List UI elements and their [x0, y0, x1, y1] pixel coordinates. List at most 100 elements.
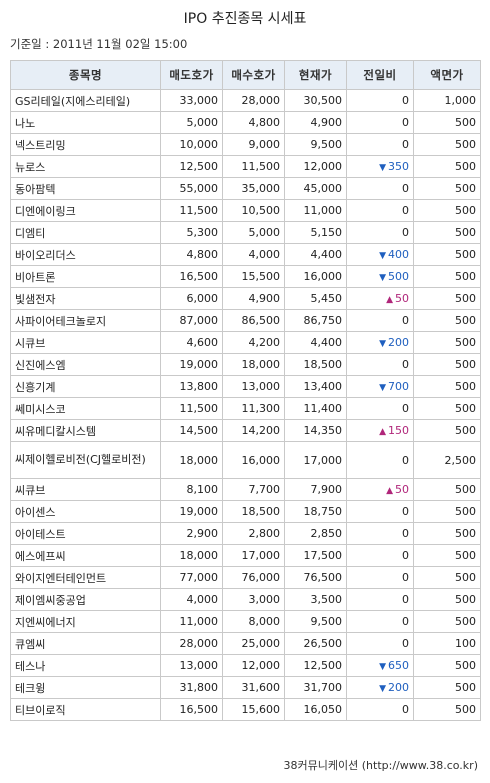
ask-price-cell: 31,800: [160, 676, 223, 699]
table-row: 나노 5,000 4,800 4,900 0 500: [10, 111, 481, 134]
par-value-cell: 100: [413, 632, 481, 655]
ask-price-cell: 18,000: [160, 441, 223, 479]
par-value-cell: 500: [413, 654, 481, 677]
current-price-cell: 4,400: [284, 243, 347, 266]
current-price-cell: 30,500: [284, 89, 347, 112]
change-cell: 0: [346, 89, 414, 112]
bid-price-cell: 25,000: [222, 632, 285, 655]
ask-price-cell: 28,000: [160, 632, 223, 655]
current-price-cell: 14,350: [284, 419, 347, 442]
bid-price-cell: 4,900: [222, 287, 285, 310]
ask-price-cell: 11,500: [160, 397, 223, 420]
change-cell: 0: [346, 500, 414, 523]
bid-price-cell: 2,800: [222, 522, 285, 545]
ask-price-cell: 87,000: [160, 309, 223, 332]
ask-price-cell: 5,000: [160, 111, 223, 134]
stock-name-cell: 시큐브: [10, 331, 161, 354]
bid-price-cell: 15,500: [222, 265, 285, 288]
base-date: 기준일 : 2011년 11월 02일 15:00: [10, 37, 188, 51]
change-value: 0: [402, 116, 409, 129]
current-price-cell: 17,000: [284, 441, 347, 479]
ask-price-cell: 6,000: [160, 287, 223, 310]
change-value: 200: [388, 336, 409, 349]
ipo-price-table: 종목명 매도호가 매수호가 현재가 전일비 액면가 GS리테일(지에스리테일) 3…: [10, 60, 481, 721]
stock-name-cell: 바이오리더스: [10, 243, 161, 266]
current-price-cell: 17,500: [284, 544, 347, 567]
bid-price-cell: 35,000: [222, 177, 285, 200]
par-value-cell: 500: [413, 309, 481, 332]
par-value-cell: 500: [413, 588, 481, 611]
ask-price-cell: 5,300: [160, 221, 223, 244]
bid-price-cell: 7,700: [222, 478, 285, 501]
stock-name-cell: 쎄미시스코: [10, 397, 161, 420]
triangle-up-icon: ▲: [386, 295, 393, 305]
par-value-cell: 500: [413, 221, 481, 244]
stock-name-cell: 와이지엔터테인먼트: [10, 566, 161, 589]
stock-name-cell: 씨큐브: [10, 478, 161, 501]
change-value: 0: [402, 94, 409, 107]
current-price-cell: 4,900: [284, 111, 347, 134]
change-cell: ▼ 350: [346, 155, 414, 178]
page-title: IPO 추진종목 시세표: [183, 11, 307, 27]
stock-name-cell: 씨유메디칼시스템: [10, 419, 161, 442]
table-row: 아이테스트 2,900 2,800 2,850 0 500: [10, 522, 481, 545]
change-value: 0: [402, 182, 409, 195]
ask-price-cell: 4,600: [160, 331, 223, 354]
par-value-cell: 500: [413, 500, 481, 523]
change-value: 350: [388, 160, 409, 173]
column-header-ask: 매도호가: [160, 60, 223, 90]
ask-price-cell: 4,800: [160, 243, 223, 266]
change-cell: ▼ 200: [346, 331, 414, 354]
change-value: 0: [402, 527, 409, 540]
par-value-cell: 500: [413, 698, 481, 721]
stock-name-cell: 큐엠씨: [10, 632, 161, 655]
par-value-cell: 500: [413, 676, 481, 699]
change-value: 50: [395, 292, 409, 305]
table-row: 에스에프씨 18,000 17,000 17,500 0 500: [10, 544, 481, 567]
change-value: 0: [402, 571, 409, 584]
bid-price-cell: 15,600: [222, 698, 285, 721]
change-cell: 0: [346, 698, 414, 721]
ask-price-cell: 13,000: [160, 654, 223, 677]
bid-price-cell: 28,000: [222, 89, 285, 112]
change-cell: 0: [346, 309, 414, 332]
stock-name-cell: 테스나: [10, 654, 161, 677]
triangle-down-icon: ▼: [379, 339, 386, 349]
ask-price-cell: 13,800: [160, 375, 223, 398]
table-header-row: 종목명 매도호가 매수호가 현재가 전일비 액면가: [10, 60, 481, 90]
current-price-cell: 12,500: [284, 654, 347, 677]
table-row: 뉴로스 12,500 11,500 12,000 ▼ 350 500: [10, 155, 481, 178]
par-value-cell: 500: [413, 544, 481, 567]
par-value-cell: 500: [413, 133, 481, 156]
table-row: 바이오리더스 4,800 4,000 4,400 ▼ 400 500: [10, 243, 481, 266]
change-cell: ▼ 650: [346, 654, 414, 677]
par-value-cell: 500: [413, 199, 481, 222]
triangle-down-icon: ▼: [379, 163, 386, 173]
triangle-down-icon: ▼: [379, 383, 386, 393]
change-value: 500: [388, 270, 409, 283]
bid-price-cell: 16,000: [222, 441, 285, 479]
table-row: 지엔씨에너지 11,000 8,000 9,500 0 500: [10, 610, 481, 633]
change-value: 0: [402, 453, 409, 467]
table-body: GS리테일(지에스리테일) 33,000 28,000 30,500 0 1,000 나노 5…: [10, 89, 481, 721]
stock-name-cell: 제이엠씨중공업: [10, 588, 161, 611]
ask-price-cell: 11,000: [160, 610, 223, 633]
par-value-cell: 500: [413, 177, 481, 200]
current-price-cell: 45,000: [284, 177, 347, 200]
change-cell: 0: [346, 133, 414, 156]
table-row: 쎄미시스코 11,500 11,300 11,400 0 500: [10, 397, 481, 420]
current-price-cell: 18,500: [284, 353, 347, 376]
stock-name-cell: 지엔씨에너지: [10, 610, 161, 633]
change-value: 0: [402, 637, 409, 650]
table-row: 디엔에이링크 11,500 10,500 11,000 0 500: [10, 199, 481, 222]
table-row: 제이엠씨중공업 4,000 3,000 3,500 0 500: [10, 588, 481, 611]
change-value: 0: [402, 549, 409, 562]
table-row: 씨유메디칼시스템 14,500 14,200 14,350 ▲ 150 500: [10, 419, 481, 442]
par-value-cell: 500: [413, 522, 481, 545]
bid-price-cell: 3,000: [222, 588, 285, 611]
table-row: 시큐브 4,600 4,200 4,400 ▼ 200 500: [10, 331, 481, 354]
triangle-up-icon: ▲: [379, 427, 386, 437]
table-row: 신진에스엠 19,000 18,000 18,500 0 500: [10, 353, 481, 376]
change-value: 0: [402, 505, 409, 518]
current-price-cell: 76,500: [284, 566, 347, 589]
